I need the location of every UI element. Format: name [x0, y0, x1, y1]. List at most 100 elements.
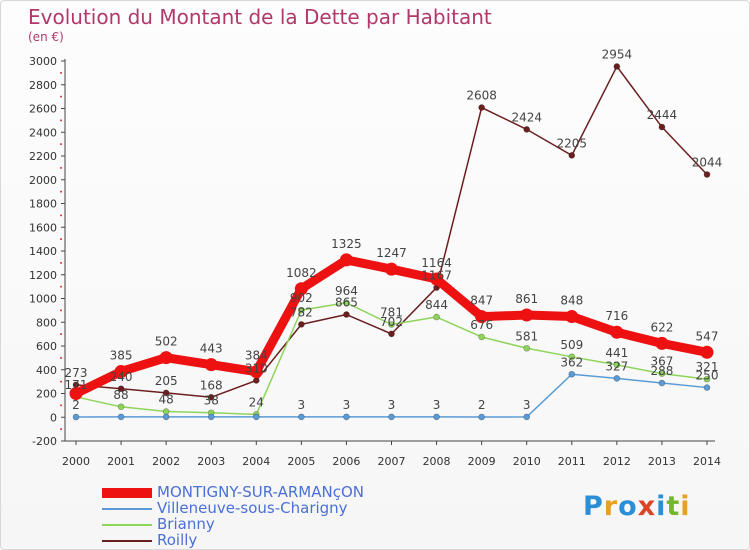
data-point [523, 413, 531, 421]
data-point [478, 333, 485, 341]
data-point [343, 299, 350, 307]
legend-label: MONTIGNY-SUR-ARMANçON [157, 483, 364, 501]
y-minor-dot [60, 309, 62, 312]
data-point [658, 123, 666, 131]
y-minor-dot [60, 238, 62, 241]
y-tick-label: 400 [36, 364, 57, 377]
data-label: 848 [560, 294, 583, 308]
x-tick-label: 2008 [423, 455, 451, 468]
data-point [655, 336, 669, 350]
data-label: 321 [696, 360, 719, 374]
data-label: 48 [159, 393, 174, 407]
x-tick-label: 2002 [152, 455, 180, 468]
data-point [658, 379, 666, 387]
y-minor-dot [60, 71, 62, 74]
y-tick-label: 600 [36, 340, 57, 353]
data-label: 385 [110, 349, 133, 363]
x-tick-label: 2003 [197, 455, 225, 468]
data-label: 310 [245, 361, 268, 375]
y-tick-label: 1400 [29, 245, 57, 258]
y-minor-dot [60, 333, 62, 336]
data-point [207, 413, 215, 421]
data-label: 384 [245, 349, 268, 363]
data-label: 240 [110, 370, 133, 384]
data-label: 622 [650, 320, 673, 334]
data-point [478, 413, 485, 421]
y-tick-label: 1800 [29, 198, 57, 211]
legend-label: Roilly [157, 531, 198, 549]
data-label: 2205 [557, 136, 588, 150]
x-tick-label: 2000 [62, 455, 90, 468]
data-label: 2954 [602, 47, 633, 61]
x-tick-label: 2005 [287, 455, 315, 468]
data-label: 702 [380, 315, 403, 329]
data-label: 509 [560, 338, 583, 352]
data-point [162, 389, 170, 397]
data-label: 902 [290, 291, 313, 305]
data-label: 676 [470, 318, 493, 332]
data-label: 1325 [331, 237, 362, 251]
data-point [568, 353, 576, 361]
y-tick-label: 1000 [29, 293, 57, 306]
data-label: 443 [200, 342, 223, 356]
data-label: 2424 [511, 110, 542, 124]
data-label: 964 [335, 284, 358, 298]
y-minor-dot [60, 166, 62, 169]
data-label: 844 [425, 298, 448, 312]
data-label: 250 [696, 369, 719, 383]
y-minor-dot [60, 285, 62, 288]
y-tick-label: 2600 [29, 103, 57, 116]
data-label: 1082 [286, 266, 317, 280]
data-point [385, 262, 398, 276]
x-tick-label: 2014 [693, 455, 721, 468]
data-point [339, 253, 353, 267]
y-tick-label: -200 [32, 435, 57, 448]
y-tick-label: 2200 [29, 150, 57, 163]
y-minor-dot [60, 261, 62, 264]
data-label: 24 [249, 395, 264, 409]
data-point [117, 413, 125, 421]
y-tick-label: 2400 [29, 126, 57, 139]
data-label: 3 [388, 398, 396, 412]
data-label: 1247 [376, 246, 407, 260]
data-point [568, 152, 576, 159]
data-point [703, 384, 711, 391]
y-minor-dot [60, 190, 62, 193]
y-tick-label: 1600 [29, 221, 57, 234]
chart-subtitle: (en €) [28, 30, 64, 44]
data-point [388, 413, 395, 421]
data-label: 847 [470, 294, 493, 308]
y-tick-label: 2800 [29, 79, 57, 92]
data-point [252, 413, 260, 421]
y-minor-dot [60, 380, 62, 383]
x-tick-label: 2006 [332, 455, 360, 468]
legend-swatch [102, 524, 152, 526]
y-tick-label: 0 [50, 411, 57, 424]
data-label: 2608 [466, 89, 497, 103]
data-point [523, 126, 531, 133]
data-label: 362 [560, 355, 583, 369]
x-tick-label: 2012 [603, 455, 631, 468]
data-point [343, 413, 350, 421]
data-label: 273 [65, 366, 88, 380]
data-point [703, 375, 711, 383]
data-label: 171 [65, 378, 88, 392]
x-tick-label: 2010 [513, 455, 541, 468]
data-label: 38 [204, 394, 219, 408]
data-point [298, 306, 305, 314]
legend-swatch [102, 540, 152, 542]
data-label: 716 [605, 309, 628, 323]
data-point [69, 387, 83, 400]
data-label: 205 [155, 374, 178, 388]
data-point [252, 377, 260, 384]
data-label: 288 [650, 364, 673, 378]
data-point [207, 393, 215, 401]
data-point [72, 413, 80, 421]
x-tick-label: 2009 [468, 455, 496, 468]
data-point [610, 325, 624, 339]
data-label: 1164 [421, 256, 452, 270]
data-point [433, 413, 440, 421]
legend-label: Villeneuve-sous-Charigny [157, 499, 348, 517]
